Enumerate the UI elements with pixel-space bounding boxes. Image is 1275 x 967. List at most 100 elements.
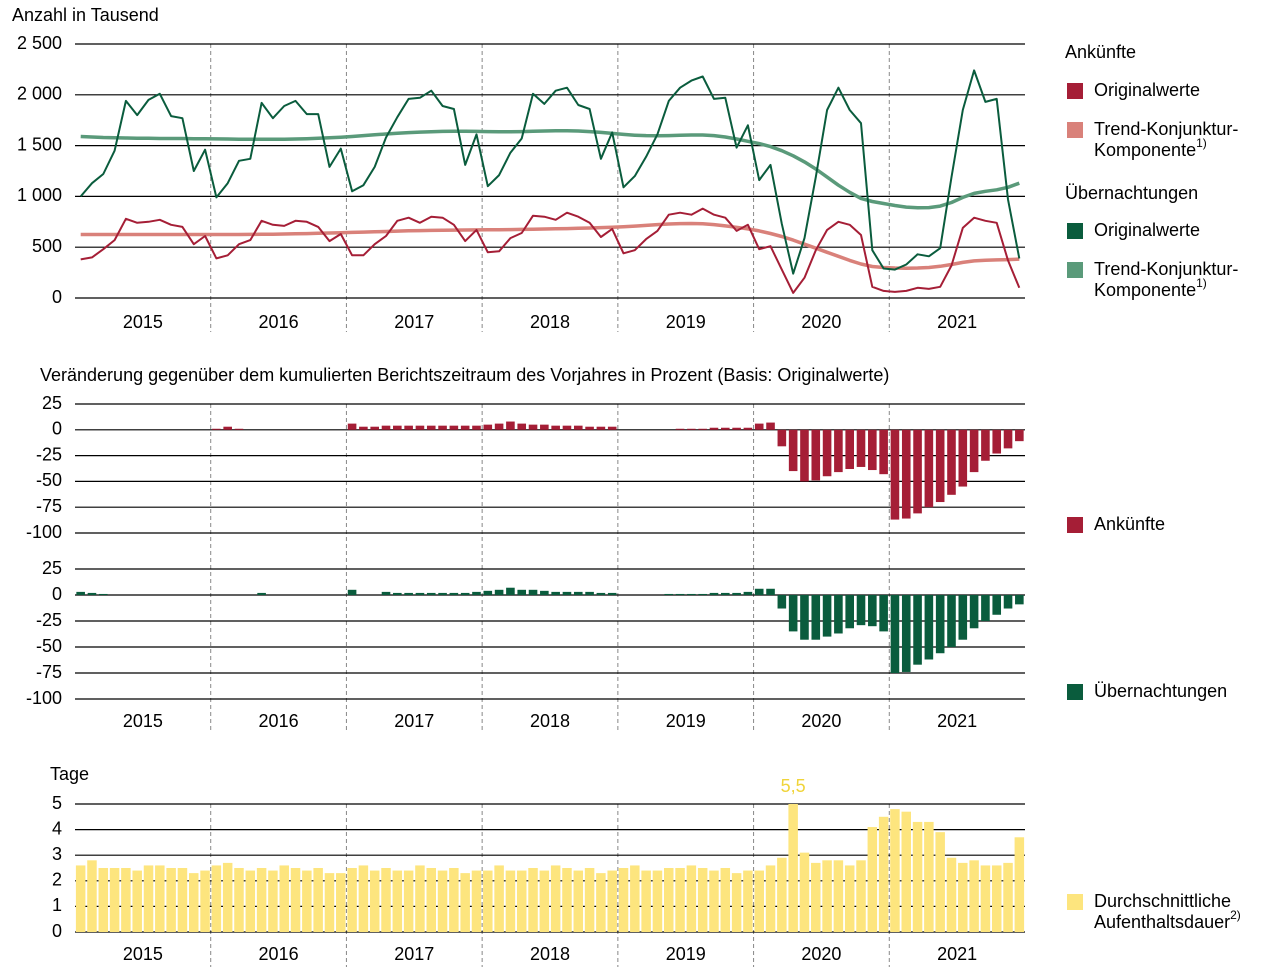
bar xyxy=(449,425,459,430)
bar xyxy=(223,426,232,430)
y-tick-label: 0 xyxy=(52,419,62,439)
footnote-mark: 1) xyxy=(1196,136,1207,150)
bar xyxy=(573,591,583,595)
bar xyxy=(946,857,957,932)
bar xyxy=(460,873,470,932)
bar xyxy=(856,595,866,626)
bar xyxy=(268,870,278,932)
bar xyxy=(98,868,109,932)
bar xyxy=(551,591,560,595)
bar xyxy=(844,865,855,932)
y-axis-label: Anzahl in Tausend xyxy=(12,5,159,25)
bar xyxy=(143,865,154,932)
bar xyxy=(868,595,877,627)
bar xyxy=(879,429,888,475)
legend-swatch xyxy=(1067,684,1083,700)
y-tick-label: -100 xyxy=(26,522,62,542)
legend-text: Komponente xyxy=(1094,280,1196,300)
legend-swatch xyxy=(1067,223,1083,239)
bar xyxy=(245,870,256,932)
bar xyxy=(494,865,504,932)
x-tick-label: 2019 xyxy=(666,312,706,332)
bar xyxy=(845,429,854,470)
y-tick-label: -75 xyxy=(36,496,62,516)
bar xyxy=(290,868,301,932)
bar xyxy=(890,595,900,673)
bar xyxy=(155,865,165,932)
bar xyxy=(901,811,911,932)
bar xyxy=(698,428,707,430)
bar xyxy=(87,860,97,932)
x-tick-label: 2021 xyxy=(937,312,977,332)
bar xyxy=(381,591,391,595)
bar xyxy=(370,426,379,430)
legend-label: Aufenthaltsdauer2) xyxy=(1094,908,1241,932)
bar xyxy=(686,865,697,932)
bar xyxy=(562,868,572,932)
bar xyxy=(505,870,516,932)
bar xyxy=(324,873,335,932)
bar xyxy=(687,593,696,595)
bar xyxy=(392,870,403,932)
bar xyxy=(494,423,504,430)
bar xyxy=(981,595,990,621)
bar xyxy=(912,821,923,932)
bar xyxy=(336,873,346,932)
bar xyxy=(166,868,176,932)
y-tick-label: 0 xyxy=(52,921,62,941)
bar xyxy=(279,865,289,932)
bar xyxy=(811,595,821,640)
bar xyxy=(890,809,900,932)
bar xyxy=(867,827,878,932)
bar xyxy=(471,870,482,932)
line-series xyxy=(80,221,1020,270)
bar xyxy=(438,592,447,595)
x-tick-label: 2015 xyxy=(123,312,163,332)
bar xyxy=(788,804,798,932)
y-tick-label: 25 xyxy=(42,393,62,413)
bar xyxy=(992,429,1002,454)
bar xyxy=(901,595,911,672)
bar xyxy=(189,873,199,932)
bar xyxy=(777,429,787,447)
legend-swatch xyxy=(1067,894,1083,910)
bar xyxy=(709,592,719,595)
bar xyxy=(709,427,719,430)
y-tick-label: 2 xyxy=(52,870,62,890)
bar xyxy=(618,868,629,932)
legend-label: Komponente1) xyxy=(1094,136,1207,160)
x-tick-label: 2021 xyxy=(937,711,977,731)
bar xyxy=(607,592,617,595)
bar xyxy=(958,862,968,932)
bar xyxy=(347,423,357,430)
bar xyxy=(438,425,447,430)
y-tick-label: -25 xyxy=(36,610,62,630)
y-tick-label: 5 xyxy=(52,793,62,813)
bar xyxy=(788,595,798,632)
x-tick-label: 2016 xyxy=(259,944,299,964)
bar xyxy=(856,429,866,467)
bar xyxy=(777,857,787,932)
bar xyxy=(449,592,459,595)
bar xyxy=(573,425,583,430)
bar xyxy=(426,868,436,932)
x-tick-label: 2015 xyxy=(123,711,163,731)
bar xyxy=(540,424,549,430)
bar xyxy=(765,865,776,932)
bar xyxy=(969,860,979,932)
bar xyxy=(256,868,267,932)
bar xyxy=(913,429,922,514)
bar xyxy=(935,429,945,503)
legend-label: Übernachtungen xyxy=(1094,681,1227,701)
legend-group-title: Ankünfte xyxy=(1065,42,1136,62)
bar xyxy=(721,427,730,430)
y-tick-label: 500 xyxy=(32,236,62,256)
x-tick-label: 2018 xyxy=(530,944,570,964)
bar xyxy=(664,593,674,595)
bar xyxy=(958,429,968,487)
bar xyxy=(754,870,764,932)
bar xyxy=(381,868,391,932)
bar xyxy=(969,595,979,629)
bar xyxy=(109,868,120,932)
bar xyxy=(415,425,425,430)
